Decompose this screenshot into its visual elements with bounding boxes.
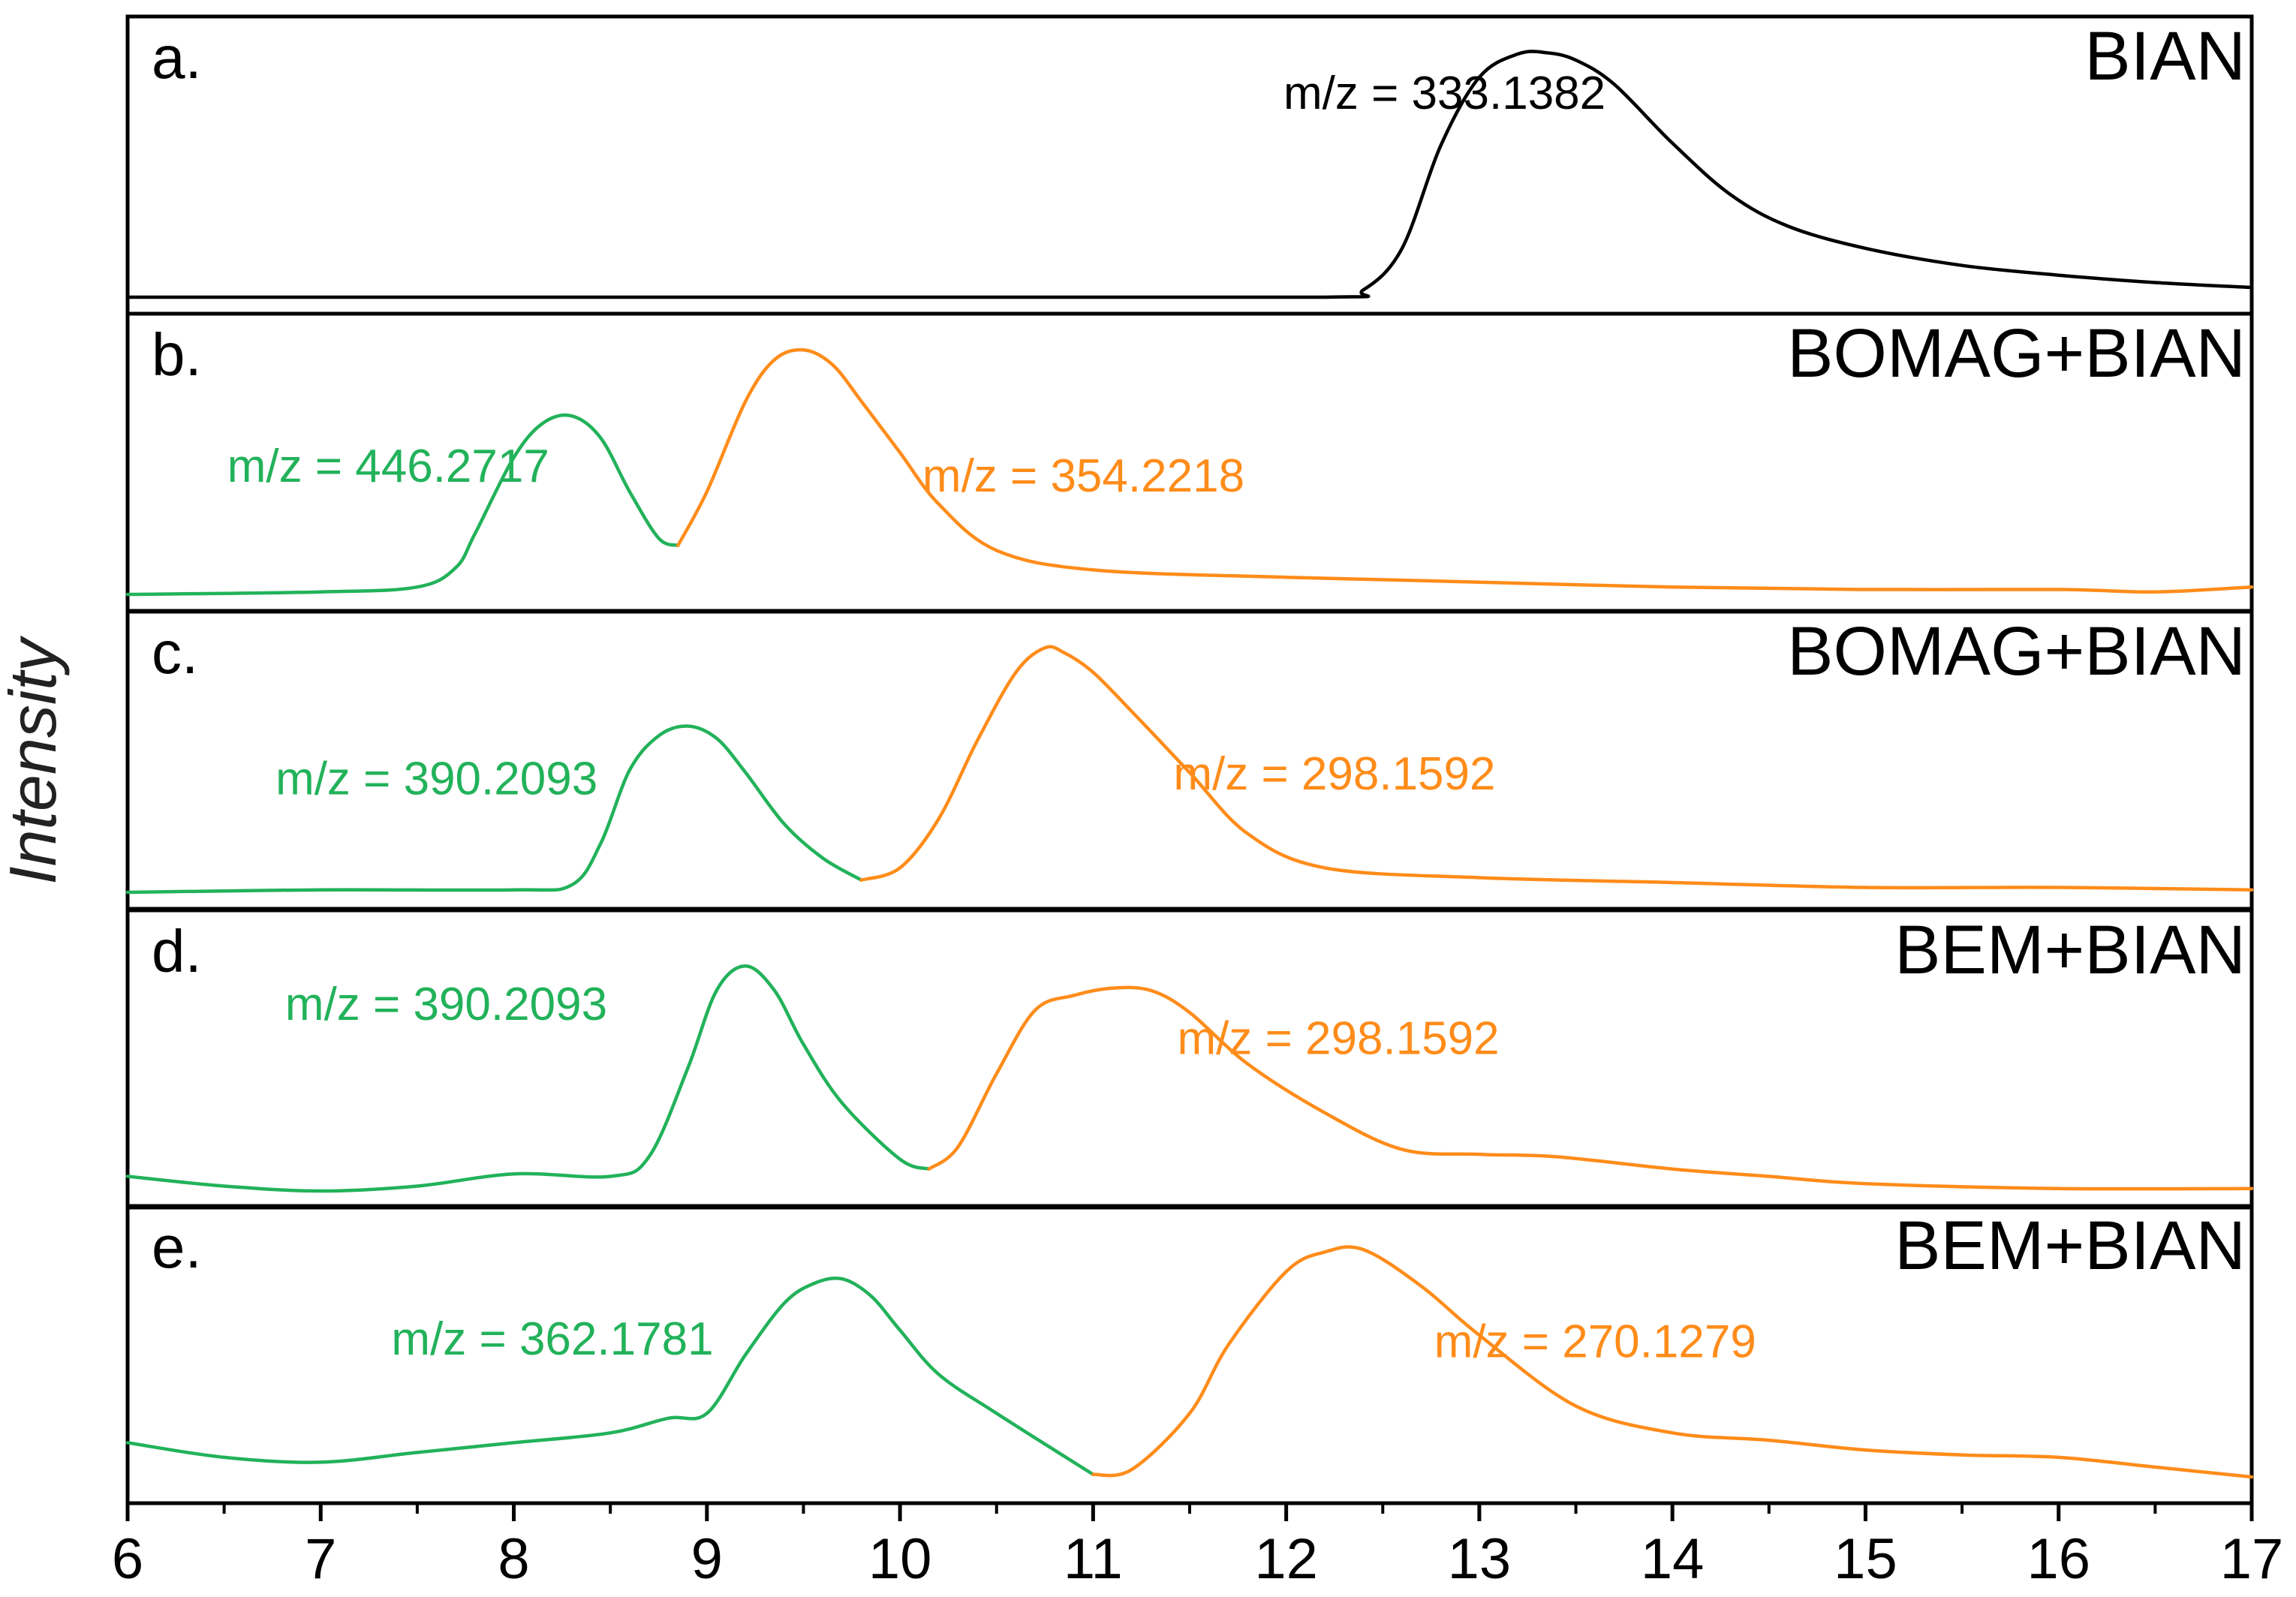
panel-letter: e. (152, 1214, 202, 1280)
panel-letter: d. (152, 918, 202, 985)
x-axis: 6 7 8 9 10 11 12 13 14 15 16 17 (112, 1503, 2283, 1591)
series-mz-label: m/z = 390.2093 (285, 979, 607, 1030)
series-line (125, 50, 2254, 299)
series-line (125, 1276, 1095, 1476)
series-mz-label: m/z = 298.1592 (1173, 748, 1495, 800)
x-tick-label: 14 (1641, 1527, 1705, 1591)
series-line (859, 645, 2254, 892)
series-line (676, 347, 2254, 594)
x-tick-label: 10 (868, 1527, 932, 1591)
x-tick-label: 13 (1448, 1527, 1512, 1591)
series-mz-label: m/z = 446.2717 (227, 441, 549, 492)
series-line (125, 413, 680, 597)
series-line (125, 724, 863, 895)
series-mz-label: m/z = 354.2218 (922, 450, 1244, 502)
panel-title: BEM+BIAN (1894, 1208, 2246, 1284)
x-tick-label: 12 (1254, 1527, 1318, 1591)
panel-e: e. BEM+BIAN m/z = 362.1781 m/z = 270.1279 (125, 1204, 2254, 1505)
series-line (1091, 1245, 2254, 1479)
panel-c: c. BOMAG+BIAN m/z = 390.2093 m/z = 298.1592 (125, 609, 2254, 911)
panel-letter: a. (152, 24, 202, 91)
panel-title: BIAN (2084, 18, 2246, 95)
series-mz-label: m/z = 270.1279 (1434, 1316, 1756, 1367)
x-tick-label: 17 (2220, 1527, 2284, 1591)
x-tick-label: 15 (1834, 1527, 1897, 1591)
series-mz-label: m/z = 390.2093 (275, 753, 597, 805)
panel-letter: b. (152, 321, 202, 388)
panel-title: BEM+BIAN (1894, 912, 2246, 988)
series-mz-label: m/z = 298.1592 (1178, 1013, 1500, 1065)
series-line (927, 985, 2254, 1191)
panel-title: BOMAG+BIAN (1787, 613, 2246, 690)
panel-title: BOMAG+BIAN (1787, 315, 2246, 392)
panel-letter: c. (152, 619, 198, 686)
x-tick-label: 16 (2027, 1527, 2090, 1591)
series-line (125, 964, 931, 1193)
panel-d: d. BEM+BIAN m/z = 390.2093 m/z = 298.1592 (125, 908, 2254, 1210)
panel-b: b. BOMAG+BIAN m/z = 446.2717 m/z = 354.2218 (125, 311, 2254, 613)
series-mz-label: m/z = 333.1382 (1283, 68, 1605, 119)
panels-group: a. BIAN m/z = 333.1382 b. BOMAG+BIAN m/z = 44… (125, 14, 2254, 1505)
series-mz-label: m/z = 362.1781 (391, 1313, 713, 1365)
x-tick-label: 11 (1064, 1527, 1123, 1591)
panel-a: a. BIAN m/z = 333.1382 (125, 14, 2254, 316)
x-tick-label: 6 (112, 1527, 143, 1591)
x-tick-label: 7 (305, 1527, 336, 1591)
y-axis-label: Intensity (0, 635, 70, 885)
x-tick-label: 8 (498, 1527, 529, 1591)
x-tick-label: 9 (691, 1527, 723, 1591)
